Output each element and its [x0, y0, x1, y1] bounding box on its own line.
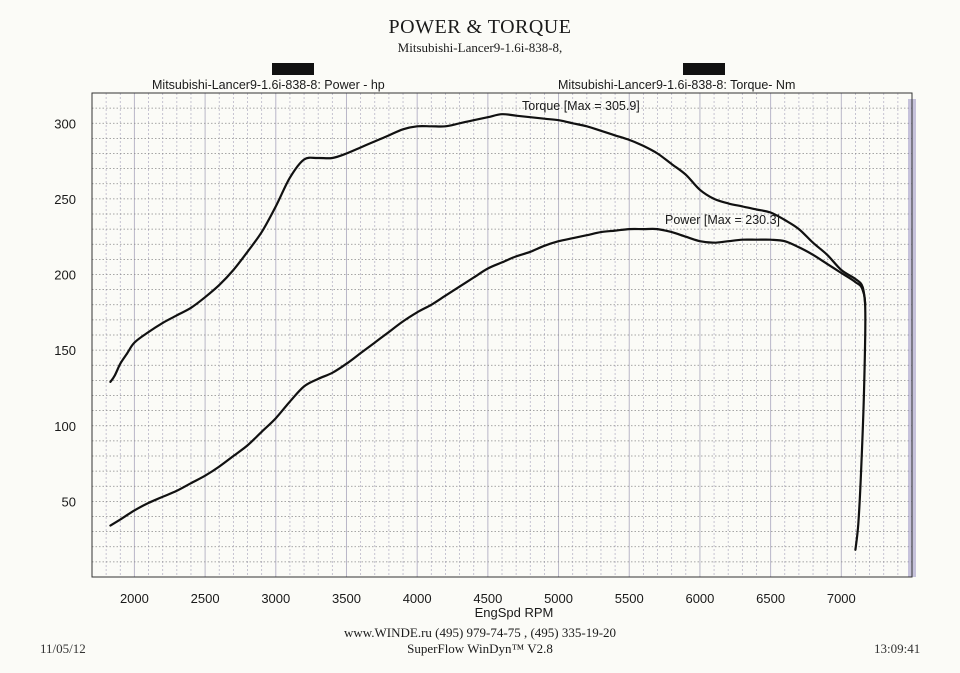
x-tick-label: 3000 — [261, 591, 290, 606]
y-tick-label: 200 — [54, 268, 76, 283]
footer-contacts: www.WINDE.ru (495) 979-74-75 , (495) 335… — [343, 625, 617, 640]
y-tick-label: 100 — [54, 419, 76, 434]
y-tick-label: 150 — [54, 343, 76, 358]
torque-legend-label: Mitsubishi-Lancer9-1.6i-838-8: Torque- N… — [558, 78, 796, 92]
x-tick-label: 6500 — [756, 591, 785, 606]
annotation-power-max: Power [Max = 230.3] — [665, 213, 780, 227]
x-tick-label: 2500 — [191, 591, 220, 606]
chart-title: POWER & TORQUE — [388, 16, 572, 38]
x-tick-label: 4000 — [403, 591, 432, 606]
power-legend-label: Mitsubishi-Lancer9-1.6i-838-8: Power - h… — [152, 78, 385, 92]
x-tick-label: 5500 — [615, 591, 644, 606]
grid — [92, 93, 912, 577]
x-tick-label: 6000 — [685, 591, 714, 606]
series — [109, 113, 867, 551]
x-tick-label: 3500 — [332, 591, 361, 606]
chart-subtitle: Mitsubishi-Lancer9-1.6i-838-8, — [397, 40, 563, 55]
power-legend-swatch — [272, 63, 314, 75]
footer-time: 13:09:41 — [874, 641, 921, 656]
y-tick-label: 50 — [62, 494, 76, 509]
y-tick-label: 300 — [54, 116, 76, 131]
series-line-torque — [109, 113, 867, 383]
annotations: Torque [Max = 305.9] Power [Max = 230.3] — [522, 99, 780, 227]
x-axis-title: EngSpd RPM — [475, 605, 554, 620]
torque-legend-swatch — [683, 63, 725, 75]
y-tick-label: 250 — [54, 192, 76, 207]
y-axis-ticks: 50 100 150 200 250 300 — [54, 116, 76, 509]
x-tick-label: 7000 — [827, 591, 856, 606]
plot-frame — [91, 92, 913, 578]
series-line-power — [109, 227, 867, 551]
x-tick-label: 4500 — [473, 591, 502, 606]
annotation-torque-max: Torque [Max = 305.9] — [522, 99, 640, 113]
footer-date: 11/05/12 — [40, 641, 86, 656]
footer-software: SuperFlow WinDyn™ V2.8 — [407, 641, 553, 656]
x-axis-ticks: 2000 2500 3000 3500 4000 4500 5000 5500 6000 6500… — [120, 591, 856, 606]
x-tick-label: 2000 — [120, 591, 149, 606]
x-tick-label: 5000 — [544, 591, 573, 606]
